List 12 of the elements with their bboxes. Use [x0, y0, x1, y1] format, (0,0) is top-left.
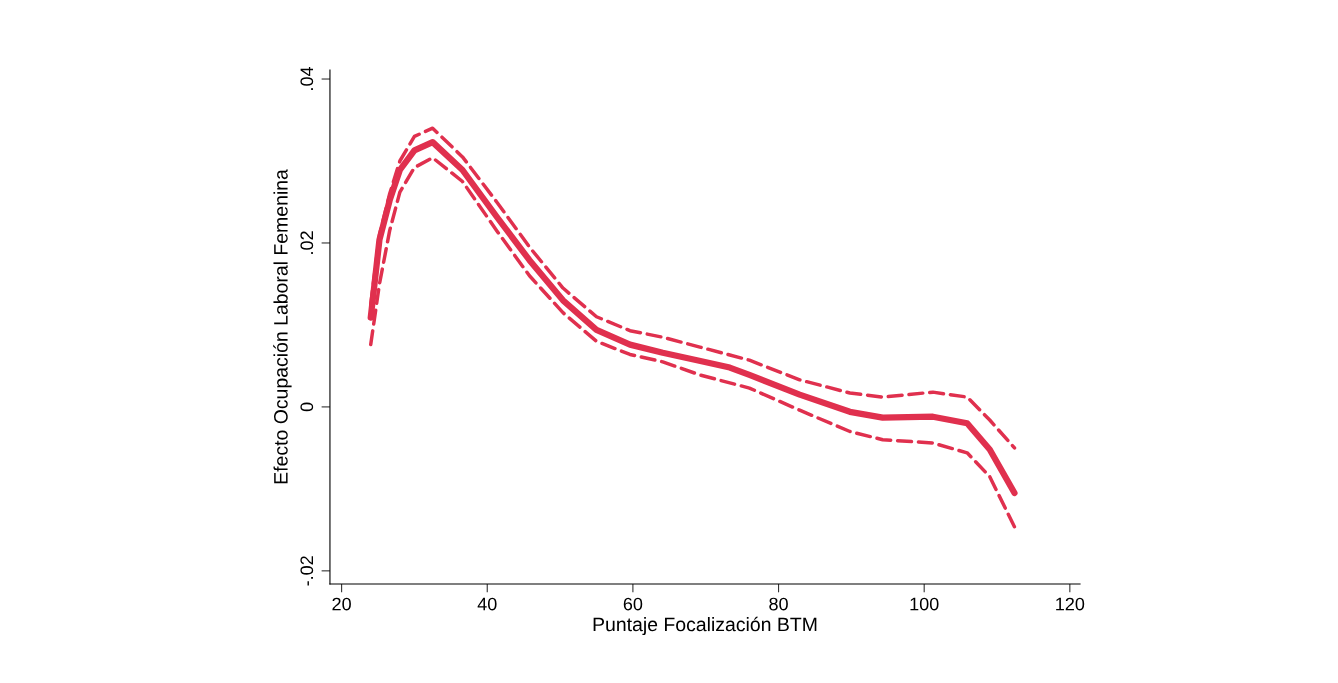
y-tick-label: 0: [300, 402, 314, 412]
x-tick-label: 100: [910, 597, 939, 611]
x-tick-label: 80: [769, 597, 788, 611]
x-tick-label: 120: [1056, 597, 1085, 611]
x-axis-title: Puntaje Focalización BTM: [593, 616, 817, 636]
y-tick-label: .02: [300, 231, 314, 254]
x-tick-label: 60: [623, 597, 643, 611]
y-axis-title: Efecto Ocupación Laboral Femenina: [273, 169, 292, 484]
y-tick-label: .04: [300, 67, 314, 90]
y-tick-label: -.02: [300, 556, 314, 586]
x-tick-label: 40: [477, 597, 497, 611]
x-tick-label: 20: [332, 597, 351, 611]
